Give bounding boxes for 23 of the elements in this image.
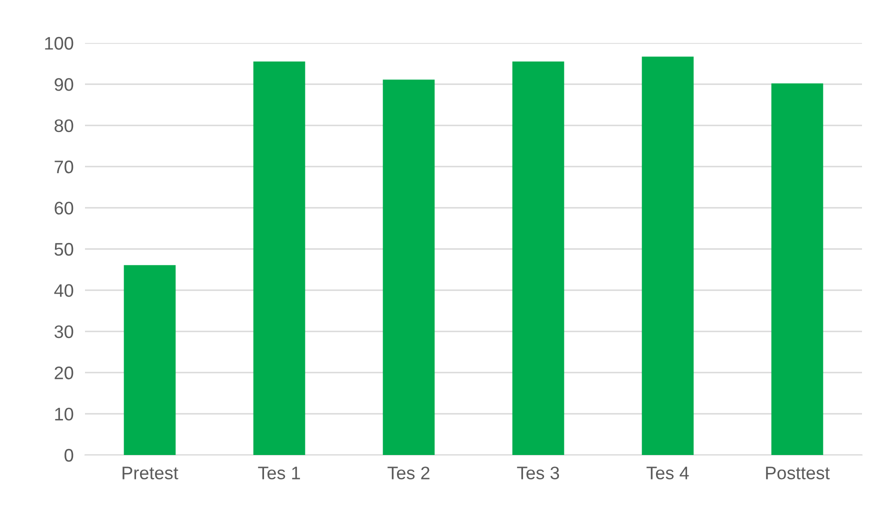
y-tick-label: 60: [54, 202, 74, 215]
y-tick-label: 30: [54, 325, 74, 338]
bar: [771, 83, 824, 455]
bar: [124, 265, 176, 455]
y-tick-label: 50: [54, 242, 74, 256]
y-tick-label: 70: [54, 160, 74, 174]
y-tick-label: 10: [55, 408, 74, 421]
x-tick-label: Pretest: [122, 466, 178, 480]
y-tick-label: 20: [54, 366, 74, 380]
bar: [512, 62, 564, 455]
bar: [253, 62, 306, 455]
x-tick-label: Tes 1: [258, 466, 300, 480]
y-tick-label: 40: [54, 284, 74, 297]
y-tick-label: 100: [45, 36, 74, 50]
y-tick-label: 80: [54, 119, 74, 132]
y-tick-label: 90: [54, 78, 74, 91]
bar: [382, 80, 435, 455]
x-tick-label: Tes 3: [517, 466, 560, 480]
x-tick-label: Posttest: [766, 466, 830, 480]
bar: [642, 56, 694, 455]
x-tick-label: Tes 2: [388, 466, 430, 480]
x-tick-label: Tes 4: [646, 466, 689, 480]
y-tick-label: 0: [64, 448, 74, 462]
